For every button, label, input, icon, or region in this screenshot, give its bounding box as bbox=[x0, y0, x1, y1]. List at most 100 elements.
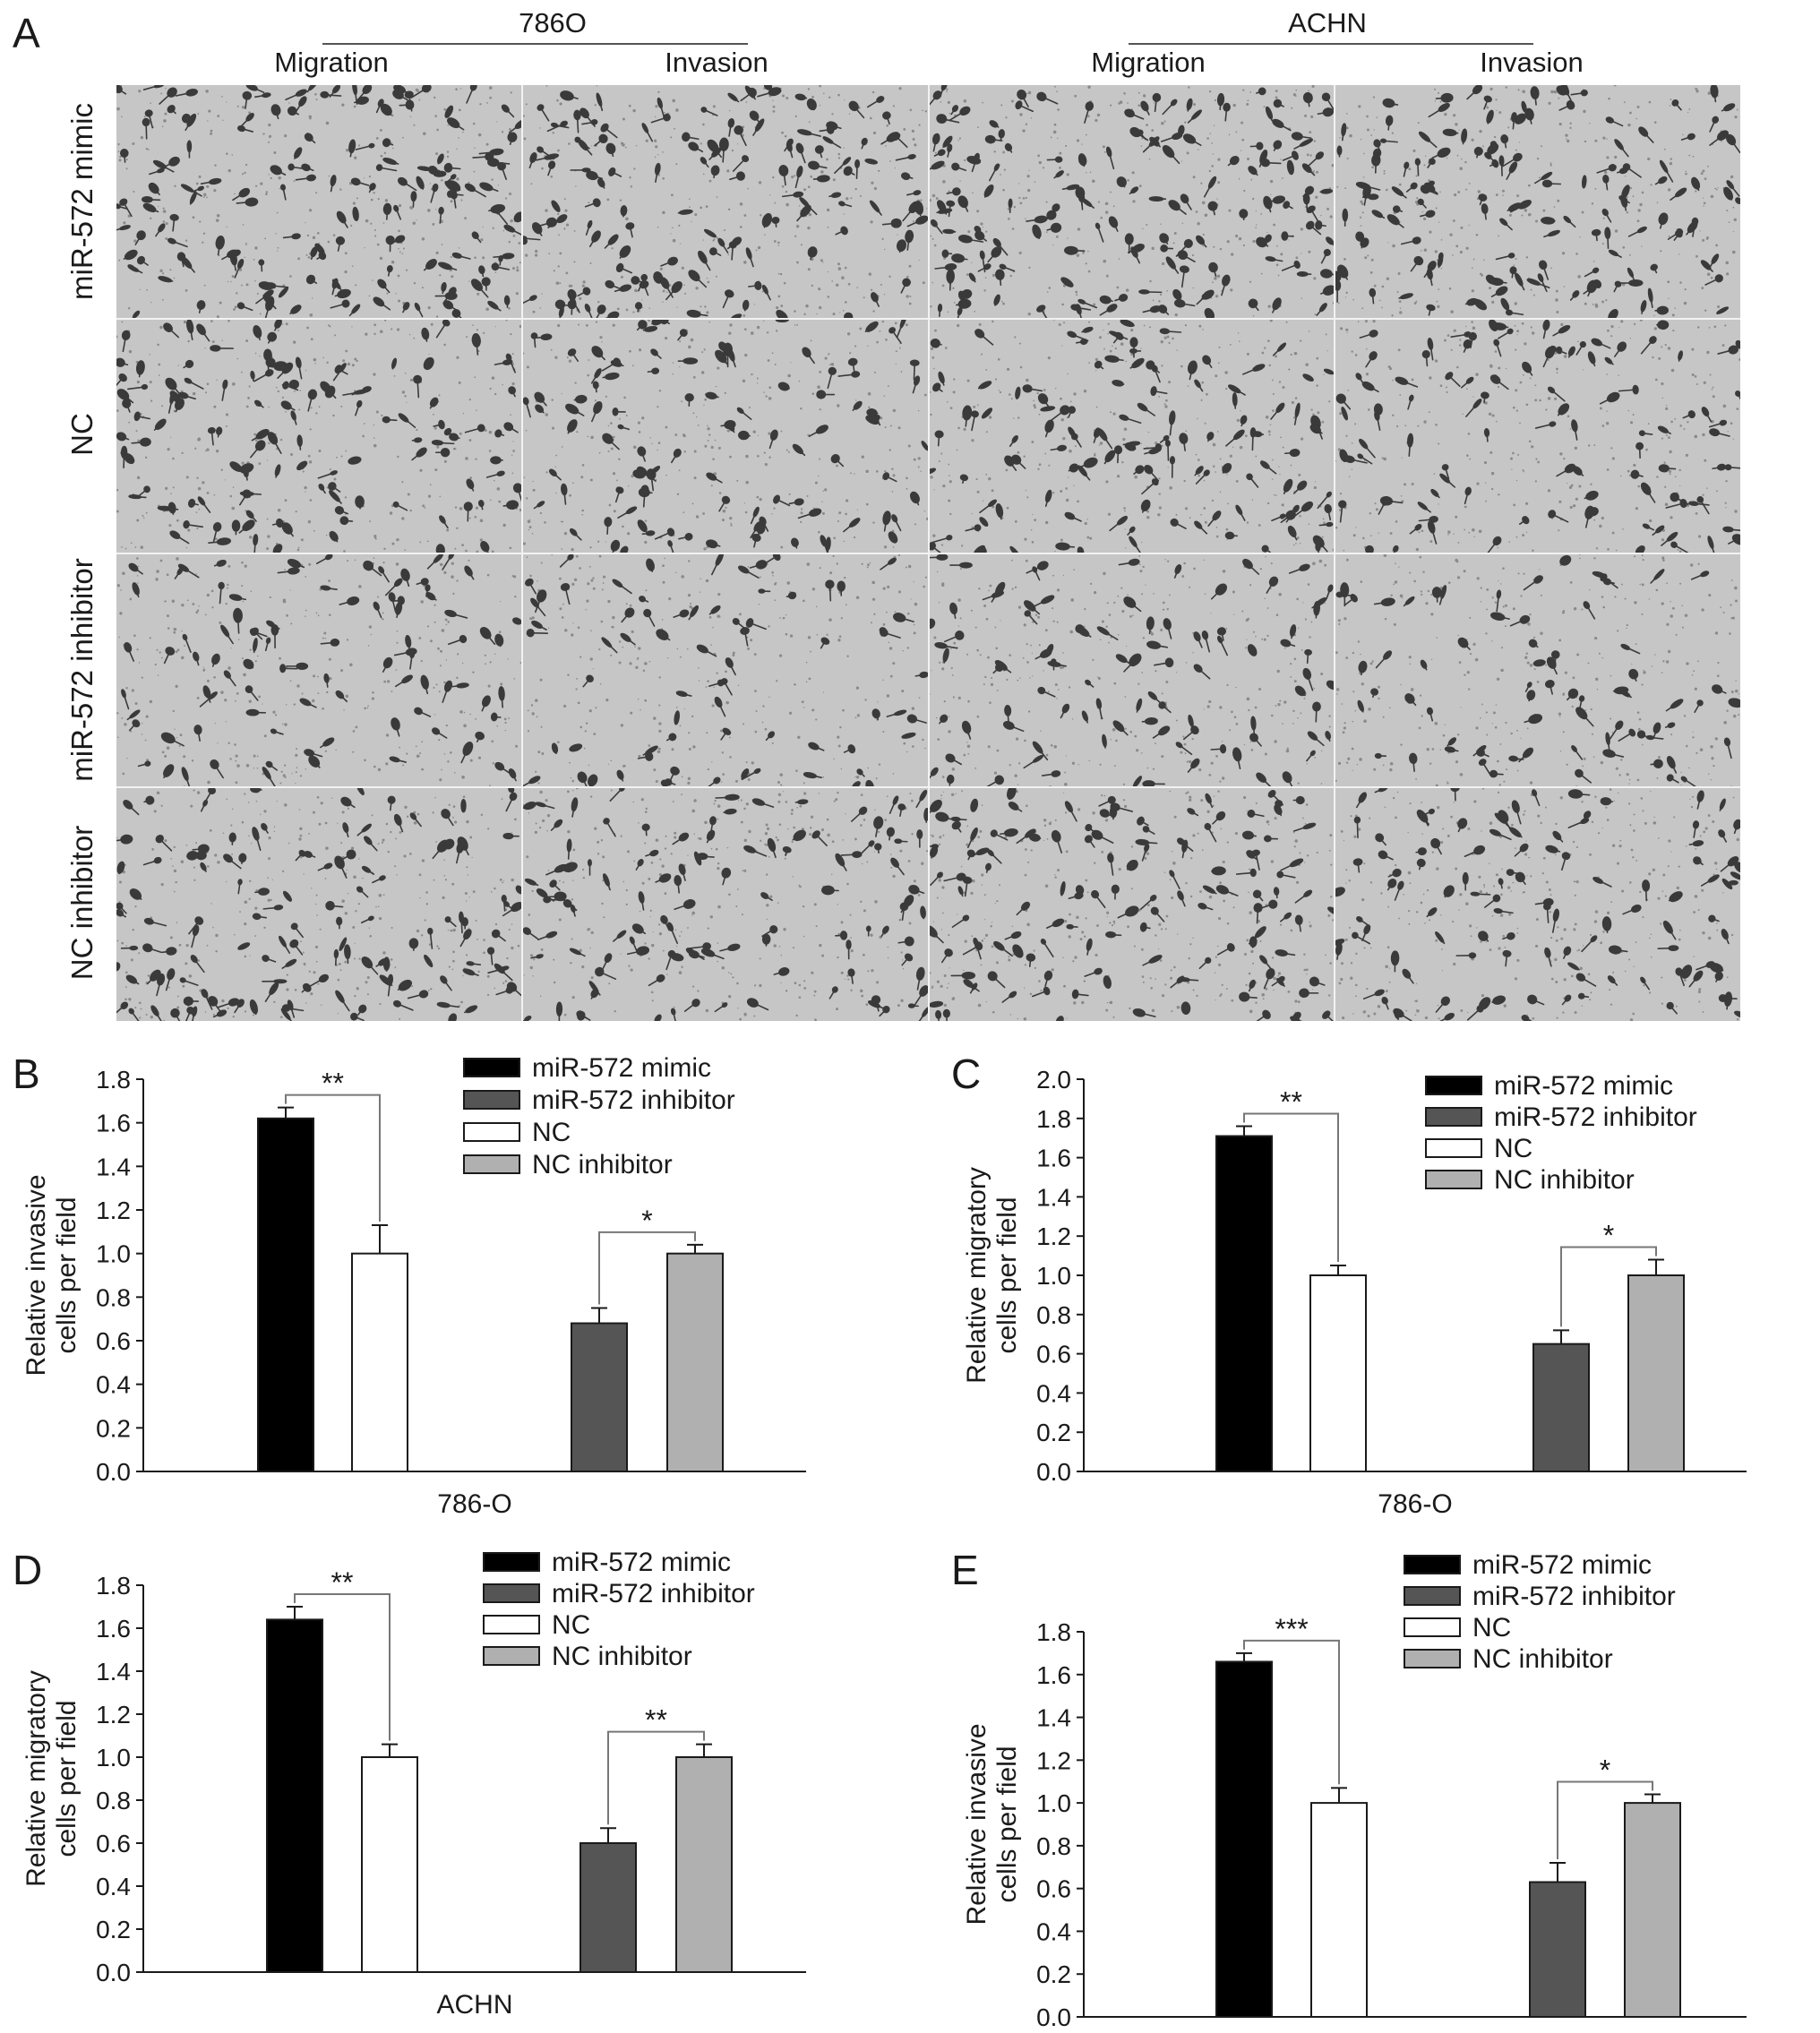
pore bbox=[1670, 420, 1674, 423]
cell-process bbox=[608, 283, 625, 292]
pore bbox=[1285, 321, 1288, 323]
pore bbox=[119, 155, 122, 159]
pore bbox=[136, 380, 141, 383]
pore bbox=[1335, 526, 1338, 529]
pore bbox=[498, 500, 502, 503]
pore bbox=[1715, 244, 1719, 247]
pore bbox=[192, 391, 196, 396]
pore bbox=[1355, 353, 1358, 356]
pore bbox=[830, 362, 834, 366]
pore bbox=[447, 759, 450, 763]
cell-process bbox=[750, 525, 759, 538]
cell-process bbox=[906, 219, 923, 227]
pore bbox=[624, 146, 627, 149]
pore bbox=[298, 408, 301, 411]
pore bbox=[768, 386, 771, 389]
cell-process bbox=[1045, 214, 1052, 220]
cell-process bbox=[1431, 151, 1446, 159]
pore bbox=[220, 690, 224, 694]
pore bbox=[292, 340, 296, 344]
pore bbox=[198, 175, 202, 178]
pore bbox=[1656, 476, 1659, 478]
cell-process bbox=[783, 385, 790, 390]
pore bbox=[631, 365, 634, 366]
pore bbox=[845, 499, 848, 502]
pore bbox=[683, 292, 686, 295]
pore bbox=[525, 496, 528, 500]
pore bbox=[1711, 276, 1713, 279]
pore bbox=[1439, 384, 1443, 387]
pore bbox=[1433, 473, 1436, 475]
pore bbox=[1167, 341, 1171, 344]
cell-process bbox=[827, 370, 833, 389]
pore bbox=[1717, 305, 1721, 308]
cell-process bbox=[175, 403, 181, 413]
pore bbox=[226, 101, 228, 103]
cell-process bbox=[217, 242, 221, 256]
pore bbox=[581, 284, 585, 287]
pore bbox=[186, 598, 189, 601]
pore bbox=[281, 723, 284, 725]
pore bbox=[1072, 391, 1077, 396]
cell-process bbox=[893, 517, 902, 531]
pore bbox=[1137, 104, 1140, 107]
pore bbox=[362, 434, 365, 438]
pore bbox=[204, 613, 207, 615]
cell-process bbox=[170, 107, 176, 115]
pore bbox=[1472, 267, 1473, 270]
pore bbox=[306, 234, 310, 237]
cell-process bbox=[634, 279, 648, 285]
cell-process bbox=[1326, 507, 1331, 520]
pore bbox=[1685, 172, 1688, 176]
cell-process bbox=[1103, 455, 1111, 464]
pore bbox=[1171, 337, 1174, 340]
cell-process bbox=[670, 451, 678, 463]
cell-process bbox=[1465, 402, 1479, 417]
pore bbox=[1453, 219, 1455, 222]
pore bbox=[284, 776, 287, 778]
pore bbox=[272, 710, 276, 714]
pore bbox=[1053, 550, 1056, 553]
pore bbox=[435, 315, 439, 318]
cell-process bbox=[1081, 159, 1085, 167]
pore bbox=[118, 259, 121, 262]
pore bbox=[443, 681, 446, 683]
pore bbox=[675, 163, 678, 166]
pore bbox=[1679, 485, 1681, 486]
pore bbox=[313, 357, 317, 362]
pore bbox=[1293, 351, 1297, 356]
pore bbox=[301, 691, 304, 694]
cell-process bbox=[1083, 105, 1090, 124]
pore bbox=[512, 234, 516, 237]
pore bbox=[1125, 288, 1129, 292]
pore bbox=[1630, 420, 1634, 425]
pore bbox=[382, 561, 385, 563]
pore bbox=[907, 444, 911, 448]
cell-process bbox=[1320, 252, 1328, 264]
pore bbox=[1214, 470, 1216, 473]
pore bbox=[443, 570, 447, 574]
pore bbox=[1154, 441, 1157, 445]
pore bbox=[717, 446, 721, 450]
pore bbox=[984, 277, 986, 279]
pore bbox=[1456, 365, 1459, 369]
cell-process bbox=[310, 279, 318, 284]
cell-process bbox=[171, 506, 175, 515]
cell-process bbox=[481, 269, 485, 278]
pore bbox=[354, 357, 357, 361]
cell-process bbox=[964, 527, 978, 532]
cell-process bbox=[590, 407, 598, 422]
cell-process bbox=[1673, 233, 1680, 241]
pore bbox=[392, 147, 394, 150]
pore bbox=[843, 213, 845, 215]
pore bbox=[1664, 502, 1669, 506]
pore bbox=[632, 445, 637, 449]
cell-process bbox=[708, 151, 717, 160]
pore bbox=[1216, 181, 1220, 184]
pore bbox=[785, 190, 787, 193]
pore bbox=[1583, 368, 1584, 371]
pore bbox=[479, 519, 484, 522]
pore bbox=[1022, 197, 1025, 200]
cell-process bbox=[957, 257, 968, 261]
cell-process bbox=[326, 390, 331, 398]
